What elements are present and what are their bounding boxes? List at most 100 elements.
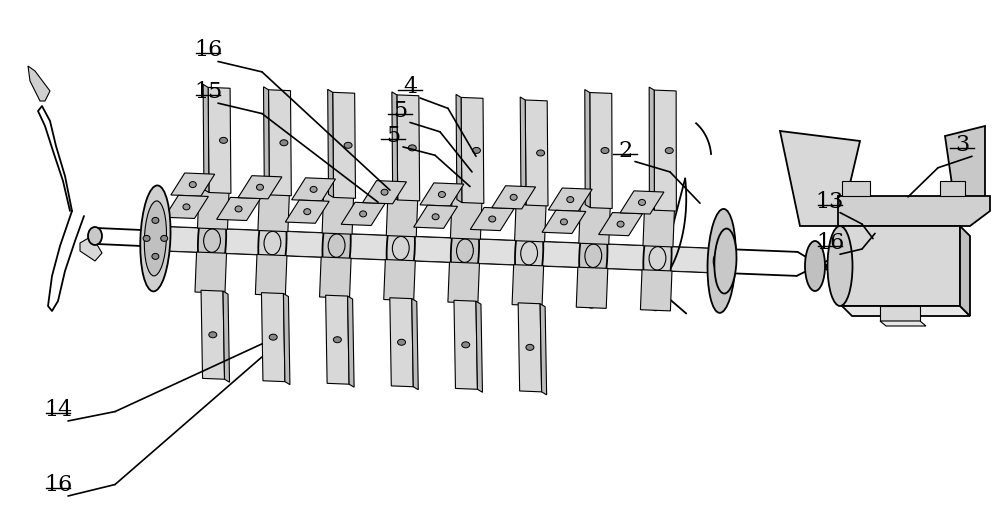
Polygon shape [272, 231, 337, 257]
Ellipse shape [310, 187, 317, 192]
Polygon shape [476, 301, 482, 392]
Ellipse shape [639, 200, 646, 205]
Polygon shape [456, 94, 462, 203]
Polygon shape [540, 304, 547, 395]
Ellipse shape [601, 147, 609, 154]
Ellipse shape [143, 235, 150, 241]
Polygon shape [576, 267, 608, 308]
Polygon shape [201, 290, 225, 379]
Ellipse shape [189, 182, 196, 188]
Polygon shape [529, 241, 594, 268]
Polygon shape [320, 257, 351, 298]
Ellipse shape [152, 253, 159, 259]
Ellipse shape [472, 147, 480, 153]
Polygon shape [470, 207, 514, 231]
Polygon shape [780, 131, 860, 226]
Polygon shape [292, 178, 336, 201]
Ellipse shape [387, 196, 415, 300]
Polygon shape [579, 199, 611, 244]
Ellipse shape [560, 219, 567, 225]
Ellipse shape [322, 194, 351, 297]
Ellipse shape [392, 237, 409, 260]
Text: 16: 16 [44, 474, 72, 496]
Ellipse shape [708, 209, 736, 313]
Polygon shape [599, 213, 643, 235]
Ellipse shape [537, 150, 545, 156]
Ellipse shape [161, 235, 168, 241]
Polygon shape [384, 259, 415, 301]
Ellipse shape [204, 229, 220, 252]
Ellipse shape [617, 221, 624, 227]
Ellipse shape [152, 217, 159, 224]
Polygon shape [593, 244, 658, 270]
Polygon shape [842, 181, 870, 196]
Polygon shape [940, 181, 965, 196]
Polygon shape [333, 92, 355, 199]
Polygon shape [392, 92, 398, 200]
Polygon shape [28, 66, 50, 101]
Ellipse shape [140, 185, 171, 291]
Ellipse shape [515, 201, 543, 305]
Ellipse shape [344, 142, 352, 148]
Ellipse shape [451, 199, 479, 303]
Text: 5: 5 [393, 101, 407, 122]
Polygon shape [525, 100, 548, 206]
Polygon shape [238, 176, 282, 199]
Polygon shape [454, 300, 477, 389]
Polygon shape [198, 184, 229, 229]
Polygon shape [640, 270, 672, 311]
Text: 2: 2 [618, 140, 632, 162]
Polygon shape [450, 194, 482, 239]
Polygon shape [542, 210, 586, 233]
Ellipse shape [209, 332, 217, 338]
Polygon shape [461, 97, 484, 203]
Ellipse shape [280, 140, 288, 146]
Polygon shape [880, 306, 920, 321]
Ellipse shape [567, 196, 574, 203]
Polygon shape [255, 254, 287, 295]
Polygon shape [223, 291, 230, 382]
Text: 16: 16 [194, 40, 222, 61]
Ellipse shape [432, 214, 439, 220]
Ellipse shape [828, 226, 852, 306]
Ellipse shape [713, 249, 730, 272]
Ellipse shape [579, 204, 607, 308]
Ellipse shape [220, 138, 228, 143]
Polygon shape [960, 226, 970, 316]
Text: 16: 16 [816, 232, 844, 254]
Polygon shape [842, 306, 970, 316]
Polygon shape [515, 197, 546, 242]
Polygon shape [842, 226, 960, 306]
Polygon shape [363, 181, 406, 204]
Polygon shape [512, 265, 544, 306]
Ellipse shape [147, 227, 164, 250]
Ellipse shape [805, 241, 825, 291]
Polygon shape [80, 236, 102, 261]
Polygon shape [341, 202, 385, 226]
Ellipse shape [510, 194, 517, 201]
Polygon shape [412, 299, 418, 390]
Polygon shape [643, 202, 675, 247]
Polygon shape [283, 293, 290, 384]
Ellipse shape [438, 192, 445, 197]
Text: 4: 4 [403, 76, 417, 98]
Polygon shape [155, 227, 213, 253]
Polygon shape [838, 196, 990, 226]
Ellipse shape [489, 216, 496, 222]
Polygon shape [328, 89, 334, 197]
Polygon shape [520, 97, 526, 205]
Ellipse shape [643, 206, 672, 311]
Ellipse shape [585, 244, 602, 267]
Polygon shape [464, 239, 530, 265]
Ellipse shape [258, 191, 287, 295]
Ellipse shape [256, 184, 263, 190]
Ellipse shape [381, 189, 388, 195]
Ellipse shape [665, 147, 673, 154]
Polygon shape [390, 298, 413, 387]
Ellipse shape [144, 201, 166, 276]
Polygon shape [212, 229, 273, 255]
Polygon shape [208, 88, 231, 193]
Polygon shape [448, 262, 479, 303]
Ellipse shape [269, 334, 277, 340]
Polygon shape [217, 197, 260, 220]
